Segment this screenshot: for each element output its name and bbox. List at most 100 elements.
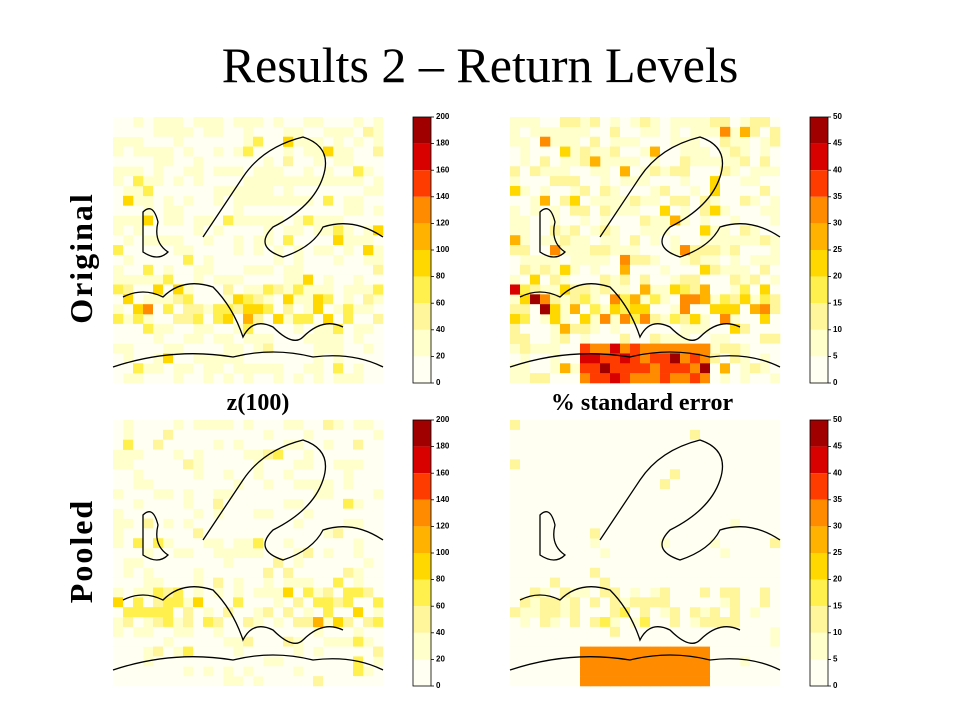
map-cell bbox=[640, 617, 651, 628]
map-cell bbox=[560, 646, 571, 657]
map-cell bbox=[133, 343, 144, 354]
map-cell bbox=[123, 636, 134, 647]
map-cell bbox=[660, 567, 671, 578]
colorbar-tick-label: 180 bbox=[436, 442, 450, 451]
map-cell bbox=[670, 439, 681, 450]
map-cell bbox=[233, 333, 244, 344]
colorbar-segment bbox=[413, 526, 431, 553]
map-cell bbox=[183, 294, 194, 305]
colorbar-tick-label: 20 bbox=[833, 575, 842, 584]
map-cell bbox=[570, 528, 581, 539]
map-cell bbox=[183, 343, 194, 354]
map-cell bbox=[113, 156, 124, 167]
map-cell bbox=[620, 528, 631, 539]
map-cell bbox=[253, 577, 264, 588]
map-cell bbox=[570, 617, 581, 628]
map-cell bbox=[233, 156, 244, 167]
map-cell bbox=[373, 304, 384, 315]
map-cell bbox=[760, 156, 771, 167]
colorbar-segment bbox=[413, 446, 431, 474]
map-cell bbox=[203, 656, 214, 667]
map-cell bbox=[293, 185, 304, 197]
colorbar-tick-label: 25 bbox=[833, 245, 842, 254]
map-cell bbox=[680, 528, 691, 539]
map-cell bbox=[750, 284, 761, 295]
map-cell bbox=[263, 284, 274, 295]
colorbar-segment bbox=[413, 659, 431, 686]
map-cell bbox=[520, 626, 531, 638]
map-cell bbox=[293, 146, 304, 157]
map-cell bbox=[363, 373, 374, 384]
map-cell bbox=[153, 567, 164, 578]
map-cell bbox=[640, 205, 651, 216]
maps: 2001801601401201008060402005045403530252… bbox=[112, 112, 842, 690]
map-cell bbox=[600, 607, 611, 618]
map-cell bbox=[620, 636, 631, 647]
map-cell bbox=[123, 439, 134, 450]
map-cell bbox=[630, 508, 641, 519]
map-cell bbox=[770, 459, 781, 470]
map-cell bbox=[273, 284, 284, 295]
map-cell bbox=[570, 429, 581, 441]
map-cell bbox=[363, 656, 374, 667]
map-cell bbox=[173, 498, 184, 509]
map-cell bbox=[560, 498, 571, 509]
map-cell bbox=[113, 205, 124, 216]
map-cell bbox=[560, 666, 571, 677]
map-cell bbox=[203, 176, 214, 187]
map-cell bbox=[530, 646, 541, 657]
map-cell bbox=[273, 429, 284, 441]
map-cell bbox=[203, 449, 214, 460]
map-cell bbox=[730, 195, 741, 206]
map-cell bbox=[630, 353, 641, 364]
map-cell bbox=[373, 439, 384, 450]
map-cell bbox=[143, 225, 154, 236]
map-cell bbox=[740, 156, 751, 167]
map-cell bbox=[560, 449, 571, 460]
map-cell bbox=[293, 166, 304, 177]
map-cell bbox=[273, 156, 284, 167]
colorbar-segment bbox=[413, 420, 431, 447]
map-cell bbox=[720, 136, 731, 147]
map-cell bbox=[760, 439, 771, 450]
map-cell bbox=[570, 314, 581, 325]
map-cell bbox=[183, 557, 194, 569]
map-cell bbox=[143, 215, 154, 226]
map-cell bbox=[123, 548, 134, 559]
map-cell bbox=[333, 185, 344, 197]
map-cell bbox=[710, 577, 721, 588]
map-cell bbox=[313, 528, 324, 539]
map-cell bbox=[770, 126, 781, 138]
map-cell bbox=[510, 557, 521, 569]
map-cell bbox=[570, 479, 581, 490]
map-cell bbox=[343, 323, 354, 335]
map-cell bbox=[530, 333, 541, 344]
map-cell bbox=[670, 548, 681, 559]
map-cell bbox=[163, 459, 174, 470]
map-cell bbox=[630, 538, 641, 549]
map-cell bbox=[610, 676, 621, 687]
map-cell bbox=[520, 420, 531, 431]
map-cell bbox=[670, 666, 681, 677]
map-cell bbox=[600, 626, 611, 638]
map-cell bbox=[113, 597, 124, 608]
map-cell bbox=[333, 538, 344, 549]
map-cell bbox=[690, 429, 701, 441]
map-cell bbox=[770, 479, 781, 490]
map-cell bbox=[133, 264, 144, 275]
map-cell bbox=[223, 617, 234, 628]
map-cell bbox=[273, 577, 284, 588]
map-cell bbox=[770, 343, 781, 354]
map-cell bbox=[333, 469, 344, 480]
map-cell bbox=[750, 429, 761, 441]
map-cell bbox=[540, 117, 551, 128]
map-cell bbox=[163, 373, 174, 384]
map-cell bbox=[580, 597, 591, 608]
map-cell bbox=[333, 528, 344, 539]
map-cell bbox=[610, 656, 621, 667]
map-cell bbox=[540, 449, 551, 460]
map-cell bbox=[113, 420, 124, 431]
map-cell bbox=[620, 469, 631, 480]
map-cell bbox=[233, 449, 244, 460]
map-cell bbox=[273, 439, 284, 450]
